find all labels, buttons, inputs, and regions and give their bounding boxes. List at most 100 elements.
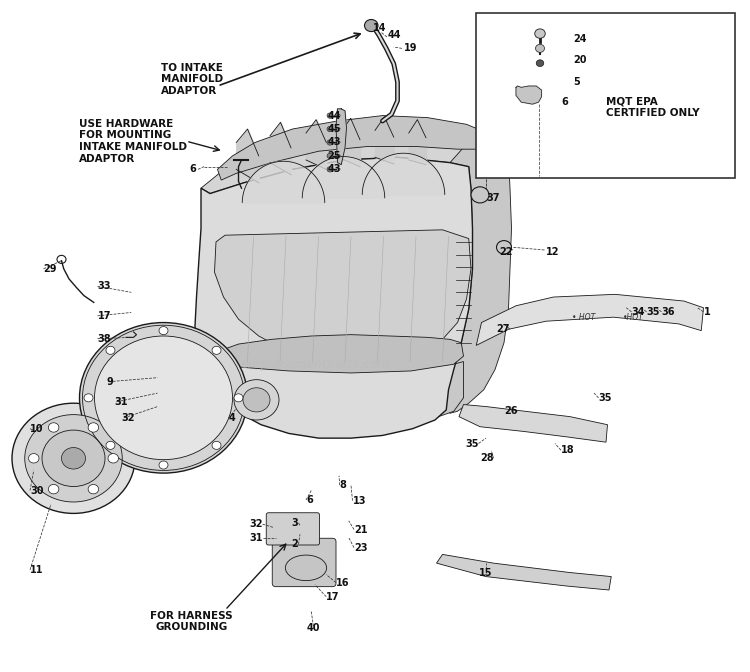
Circle shape	[80, 323, 248, 473]
Circle shape	[84, 394, 93, 402]
Circle shape	[106, 442, 115, 450]
Text: 40: 40	[307, 624, 320, 633]
Text: MQT EPA
CERTIFIED ONLY: MQT EPA CERTIFIED ONLY	[606, 97, 700, 118]
Ellipse shape	[285, 555, 327, 581]
Polygon shape	[446, 129, 512, 413]
Text: 17: 17	[98, 311, 111, 321]
Text: ereplacementparts.com: ereplacementparts.com	[240, 358, 390, 371]
Text: 35: 35	[646, 307, 660, 317]
Text: 43: 43	[328, 165, 341, 174]
Circle shape	[88, 423, 99, 432]
Polygon shape	[516, 86, 542, 104]
Bar	[476, 13, 735, 178]
Text: 11: 11	[30, 565, 44, 575]
Text: 27: 27	[496, 325, 510, 334]
Circle shape	[108, 454, 118, 463]
Text: 25: 25	[328, 151, 341, 161]
Circle shape	[159, 461, 168, 469]
Text: 12: 12	[546, 247, 560, 257]
Text: 23: 23	[354, 543, 368, 552]
Text: 45: 45	[328, 124, 341, 134]
Text: 6: 6	[561, 97, 568, 107]
Circle shape	[234, 394, 243, 402]
Text: 34: 34	[632, 307, 645, 317]
Polygon shape	[302, 157, 385, 198]
Text: 38: 38	[98, 334, 111, 343]
Circle shape	[88, 485, 98, 494]
Text: 44: 44	[328, 111, 341, 120]
Text: 30: 30	[30, 486, 44, 495]
Text: 43: 43	[328, 138, 341, 147]
Text: 32: 32	[249, 519, 262, 529]
Circle shape	[327, 140, 333, 145]
Circle shape	[234, 380, 279, 420]
Text: 4: 4	[229, 413, 236, 423]
Polygon shape	[201, 120, 508, 194]
Text: 2: 2	[292, 540, 298, 549]
Text: 28: 28	[480, 454, 494, 463]
Text: 9: 9	[106, 377, 113, 386]
Text: TO INTAKE
MANIFOLD
ADAPTOR: TO INTAKE MANIFOLD ADAPTOR	[161, 62, 224, 96]
Text: • HOT: • HOT	[572, 312, 595, 322]
Text: 35: 35	[465, 439, 478, 448]
Circle shape	[327, 167, 333, 172]
Text: 8: 8	[340, 480, 346, 490]
Text: 29: 29	[44, 264, 57, 274]
Circle shape	[327, 113, 333, 118]
Text: 33: 33	[98, 282, 111, 291]
Circle shape	[535, 29, 545, 38]
Circle shape	[106, 346, 115, 354]
Polygon shape	[221, 335, 464, 373]
Polygon shape	[214, 230, 471, 362]
Text: 15: 15	[479, 568, 493, 577]
Circle shape	[327, 153, 333, 159]
Text: 10: 10	[30, 424, 44, 433]
Circle shape	[159, 327, 168, 335]
Text: 3: 3	[292, 518, 298, 528]
Text: •HOT: •HOT	[622, 312, 644, 322]
Polygon shape	[217, 116, 495, 180]
Circle shape	[48, 485, 58, 494]
Text: 37: 37	[486, 193, 500, 202]
Circle shape	[12, 403, 135, 513]
Text: 19: 19	[404, 44, 417, 53]
Circle shape	[25, 415, 122, 502]
Text: 32: 32	[122, 413, 135, 423]
Polygon shape	[336, 109, 346, 165]
Circle shape	[212, 442, 221, 450]
Polygon shape	[362, 153, 445, 195]
Polygon shape	[242, 161, 325, 203]
Text: 18: 18	[561, 446, 574, 455]
Polygon shape	[220, 362, 464, 425]
Text: 16: 16	[336, 578, 350, 587]
Text: 5: 5	[574, 77, 580, 87]
Circle shape	[243, 388, 270, 412]
Circle shape	[471, 187, 489, 203]
Text: 31: 31	[114, 397, 128, 407]
Circle shape	[536, 44, 544, 52]
Text: 22: 22	[500, 247, 513, 257]
Circle shape	[536, 60, 544, 67]
FancyBboxPatch shape	[272, 538, 336, 587]
Text: USE HARDWARE
FOR MOUNTING
INTAKE MANIFOLD
ADAPTOR: USE HARDWARE FOR MOUNTING INTAKE MANIFOL…	[79, 119, 187, 163]
Polygon shape	[195, 157, 472, 438]
Circle shape	[28, 454, 39, 463]
Text: 6: 6	[190, 165, 196, 174]
Text: 44: 44	[388, 30, 401, 40]
Text: 17: 17	[326, 592, 340, 601]
Text: 24: 24	[574, 34, 587, 44]
Text: FOR HARNESS
GROUNDING: FOR HARNESS GROUNDING	[150, 611, 232, 632]
Circle shape	[48, 423, 58, 432]
Text: 36: 36	[662, 307, 675, 317]
Circle shape	[62, 448, 86, 469]
Text: 1: 1	[704, 307, 710, 317]
Text: 31: 31	[249, 533, 262, 542]
Polygon shape	[436, 554, 611, 590]
Circle shape	[212, 346, 221, 354]
Text: 21: 21	[354, 525, 368, 534]
Circle shape	[42, 430, 105, 487]
Text: 14: 14	[373, 24, 386, 33]
Circle shape	[94, 336, 232, 460]
Polygon shape	[476, 294, 704, 345]
Circle shape	[364, 19, 378, 32]
